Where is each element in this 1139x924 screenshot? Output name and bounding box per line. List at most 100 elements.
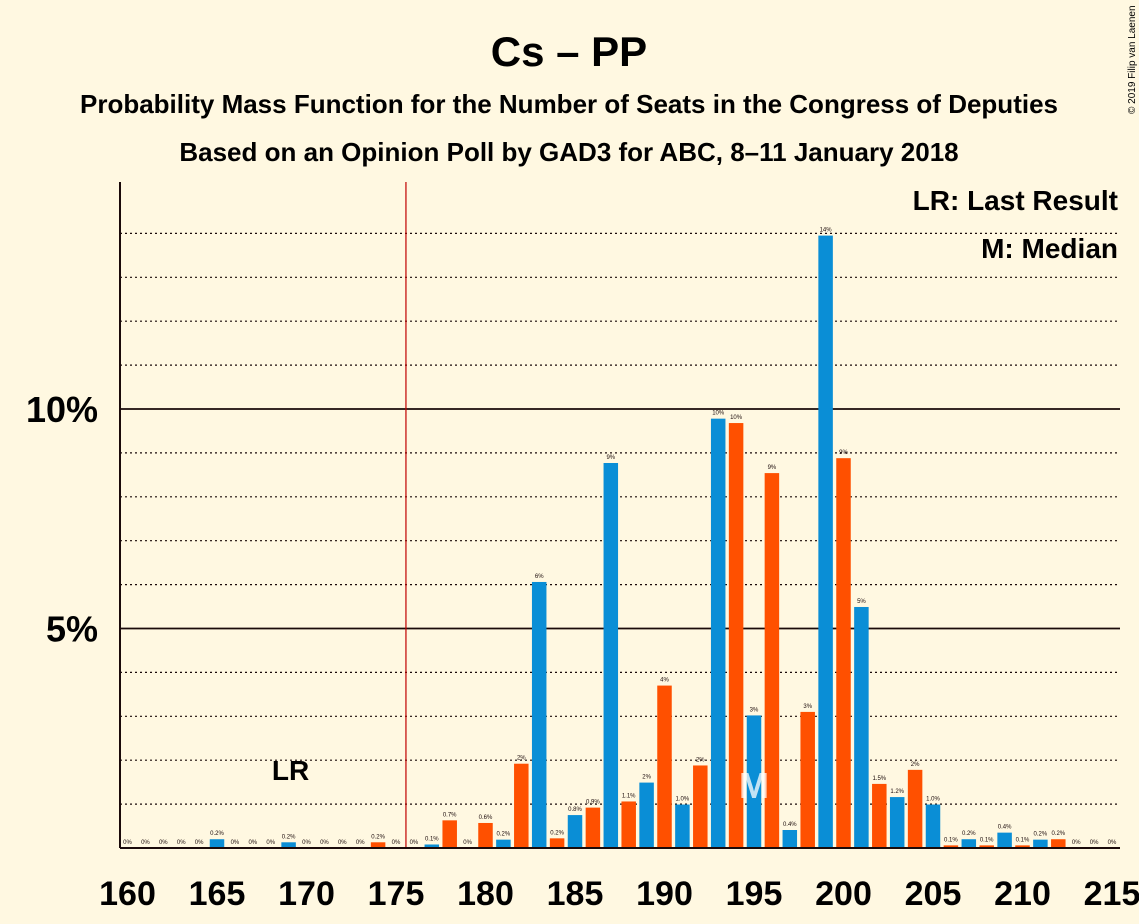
data-label-seat-195: 3% [750,707,759,713]
data-label-seat-169: 0.2% [282,834,296,840]
bar-seat-199 [818,236,833,848]
data-label-seat-210: 0.1% [1016,837,1030,843]
copyright-text: © 2019 Filip van Laenen [1127,5,1138,114]
chart-title: Cs – PP [491,28,647,75]
data-label-seat-209: 0.4% [998,825,1012,831]
bar-seat-200 [836,458,851,848]
bar-seat-188 [621,801,636,848]
bar-seat-198 [800,712,815,848]
x-tick-label: 185 [547,875,604,913]
data-label-seat-163: 0% [177,840,186,846]
data-label-seat-192: 2% [696,757,705,763]
x-tick-label: 210 [994,875,1051,913]
x-tick-label: 170 [278,875,335,913]
data-label-seat-180: 0.6% [479,815,493,821]
bar-seat-191 [675,805,690,848]
x-tick-label: 195 [726,875,783,913]
legend-last-result: LR: Last Result [913,185,1118,216]
data-label-seat-214: 0% [1090,840,1099,846]
data-label-seat-203: 1.2% [890,789,904,795]
data-label-seat-197: 0.4% [783,822,797,828]
data-label-seat-161: 0% [141,840,150,846]
data-label-seat-199: 14% [820,228,833,234]
data-label-seat-175: 0% [392,840,401,846]
bar-seat-184 [550,838,565,848]
x-tick-label: 190 [636,875,693,913]
median-marker: M [739,765,769,806]
chart-subtitle-2: Based on an Opinion Poll by GAD3 for ABC… [179,137,958,167]
data-label-seat-178: 0.7% [443,812,457,818]
data-label-seat-160: 0% [123,840,132,846]
data-label-seat-188: 1.1% [622,793,636,799]
bar-seat-187 [604,463,619,848]
data-label-seat-170: 0% [302,840,311,846]
data-label-seat-166: 0% [231,840,240,846]
data-label-seat-177: 0.1% [425,836,439,842]
data-labels: 0% 0% 0% 0% 0% 0.2% 0% 0% 0% 0.2% 0% 0% 0% 0% 0.2% 0% 0%… [123,228,1117,846]
last-result-marker: LR [272,755,309,786]
data-label-seat-215: 0% [1108,840,1117,846]
bar-seat-178 [442,820,457,848]
bar-seat-193 [711,419,726,848]
data-label-seat-211: 0.2% [1034,832,1048,838]
bar-seat-204 [908,770,923,848]
data-label-seat-176: 0% [410,840,419,846]
data-label-seat-182: 2% [517,756,526,762]
bar-seat-205 [926,805,941,848]
y-tick-labels: 5% 10% [26,389,98,650]
y-tick-label: 5% [46,609,98,650]
data-label-seat-167: 0% [248,840,257,846]
data-label-seat-184: 0.2% [550,830,564,836]
bar-seat-180 [478,823,493,848]
data-label-seat-183: 6% [535,574,544,580]
x-tick-label: 200 [815,875,872,913]
data-label-seat-190: 4% [660,678,669,684]
data-label-seat-185: 0.8% [568,807,582,813]
bar-seat-182 [514,764,529,848]
data-label-seat-181: 0.2% [497,832,511,838]
bar-seat-185 [568,815,583,848]
data-label-seat-179: 0% [463,840,472,846]
bar-seat-202 [872,784,887,848]
data-label-seat-208: 0.1% [980,837,994,843]
x-tick-label: 180 [457,875,514,913]
data-label-seat-187: 9% [606,455,615,461]
data-label-seat-212: 0.2% [1051,831,1065,837]
bar-seat-203 [890,797,905,848]
data-label-seat-165: 0.2% [210,831,224,837]
data-label-seat-189: 2% [642,775,651,781]
data-label-seat-196: 9% [768,465,777,471]
data-label-seat-202: 1.5% [872,776,886,782]
bar-seat-212 [1051,839,1066,848]
bar-seat-197 [783,830,798,848]
data-label-seat-162: 0% [159,840,168,846]
data-label-seat-201: 5% [857,599,866,605]
x-tick-label: 175 [368,875,425,913]
data-label-seat-174: 0.2% [371,834,385,840]
data-label-seat-191: 1.0% [676,797,690,803]
data-label-seat-213: 0% [1072,840,1081,846]
bar-seat-186 [586,808,601,848]
x-tick-label: 160 [99,875,156,913]
chart-subtitle-1: Probability Mass Function for the Number… [80,89,1058,119]
data-label-seat-198: 3% [803,704,812,710]
bar-seat-189 [639,783,654,848]
x-tick-labels: 160 165 170 175 180 185 190 195 200 205 210 215 [99,875,1139,913]
data-label-seat-207: 0.2% [962,831,976,837]
legend-median: M: Median [981,233,1118,264]
data-label-seat-204: 2% [911,762,920,768]
gridlines [120,233,1120,804]
data-label-seat-171: 0% [320,840,329,846]
data-label-seat-186: 0.9% [586,800,600,806]
data-label-seat-172: 0% [338,840,347,846]
data-label-seat-164: 0% [195,840,204,846]
bar-seat-211 [1033,840,1048,848]
x-tick-label: 205 [905,875,962,913]
y-tick-label: 10% [26,389,98,430]
data-label-seat-200: 9% [839,450,848,456]
bars [210,236,1066,848]
bar-seat-209 [997,833,1012,848]
bar-seat-165 [210,839,225,848]
bar-seat-201 [854,607,869,848]
